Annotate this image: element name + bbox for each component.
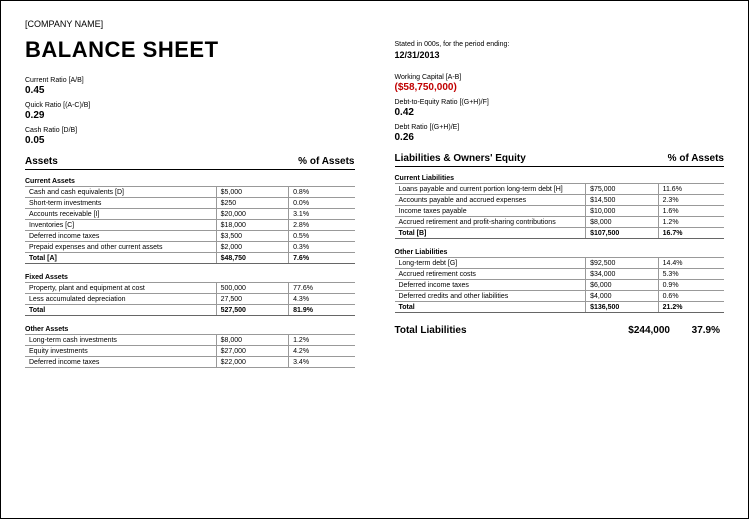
table-row: Long-term debt [G]$92,50014.4% <box>395 258 725 269</box>
ratio-block: Current Ratio [A/B]0.45 <box>25 77 355 96</box>
table-row: Cash and cash equivalents [D]$5,0000.8% <box>25 187 355 198</box>
current-liab-table: Loans payable and current portion long-t… <box>395 183 725 239</box>
table-row: Accounts payable and accrued expenses$14… <box>395 195 725 206</box>
ratio-block: Working Capital [A-B]($58,750,000) <box>395 74 725 93</box>
current-assets-table: Cash and cash equivalents [D]$5,0000.8%S… <box>25 186 355 264</box>
current-liab-title: Current Liabilities <box>395 175 725 182</box>
table-row: Less accumulated depreciation27,5004.3% <box>25 294 355 305</box>
ratio-block: Debt Ratio [(G+H)/E]0.26 <box>395 124 725 143</box>
table-total-row: Total$136,50021.2% <box>395 302 725 313</box>
period-note: Stated in 000s, for the period ending: <box>395 41 725 48</box>
table-row: Long-term cash investments$8,0001.2% <box>25 335 355 346</box>
other-liab-title: Other Liabilities <box>395 249 725 256</box>
table-row: Accrued retirement costs$34,0005.3% <box>395 269 725 280</box>
table-row: Short-term investments$2500.0% <box>25 198 355 209</box>
table-total-row: Total527,50081.9% <box>25 305 355 316</box>
other-assets-table: Long-term cash investments$8,0001.2%Equi… <box>25 334 355 368</box>
page-title: BALANCE SHEET <box>25 37 355 63</box>
table-row: Deferred income taxes$22,0003.4% <box>25 357 355 368</box>
table-row: Loans payable and current portion long-t… <box>395 184 725 195</box>
total-liabilities: Total Liabilities $244,000 37.9% <box>395 325 725 336</box>
table-row: Income taxes payable$10,0001.6% <box>395 206 725 217</box>
table-row: Deferred income taxes$6,0000.9% <box>395 280 725 291</box>
other-assets-title: Other Assets <box>25 326 355 333</box>
ratios-left: Current Ratio [A/B]0.45 Quick Ratio [(A-C… <box>25 77 355 146</box>
assets-header: Assets % of Assets <box>25 156 355 170</box>
table-total-row: Total [B]$107,50016.7% <box>395 228 725 239</box>
ratio-block: Debt-to-Equity Ratio [(G+H)/F]0.42 <box>395 99 725 118</box>
other-liab-table: Long-term debt [G]$92,50014.4%Accrued re… <box>395 257 725 313</box>
period-date: 12/31/2013 <box>395 50 725 60</box>
current-assets-title: Current Assets <box>25 178 355 185</box>
table-row: Inventories [C]$18,0002.8% <box>25 220 355 231</box>
company-name: [COMPANY NAME] <box>25 19 355 29</box>
table-row: Prepaid expenses and other current asset… <box>25 242 355 253</box>
table-row: Deferred income taxes$3,5000.5% <box>25 231 355 242</box>
table-row: Property, plant and equipment at cost500… <box>25 283 355 294</box>
table-row: Deferred credits and other liabilities$4… <box>395 291 725 302</box>
ratio-block: Cash Ratio [D/B]0.05 <box>25 127 355 146</box>
ratios-right: Working Capital [A-B]($58,750,000) Debt-t… <box>395 74 725 143</box>
liabilities-header: Liabilities & Owners' Equity % of Assets <box>395 153 725 167</box>
table-row: Equity investments$27,0004.2% <box>25 346 355 357</box>
ratio-block: Quick Ratio [(A-C)/B]0.29 <box>25 102 355 121</box>
table-total-row: Total [A]$48,7507.6% <box>25 253 355 264</box>
table-row: Accounts receivable [I]$20,0003.1% <box>25 209 355 220</box>
table-row: Accrued retirement and profit-sharing co… <box>395 217 725 228</box>
fixed-assets-title: Fixed Assets <box>25 274 355 281</box>
fixed-assets-table: Property, plant and equipment at cost500… <box>25 282 355 316</box>
